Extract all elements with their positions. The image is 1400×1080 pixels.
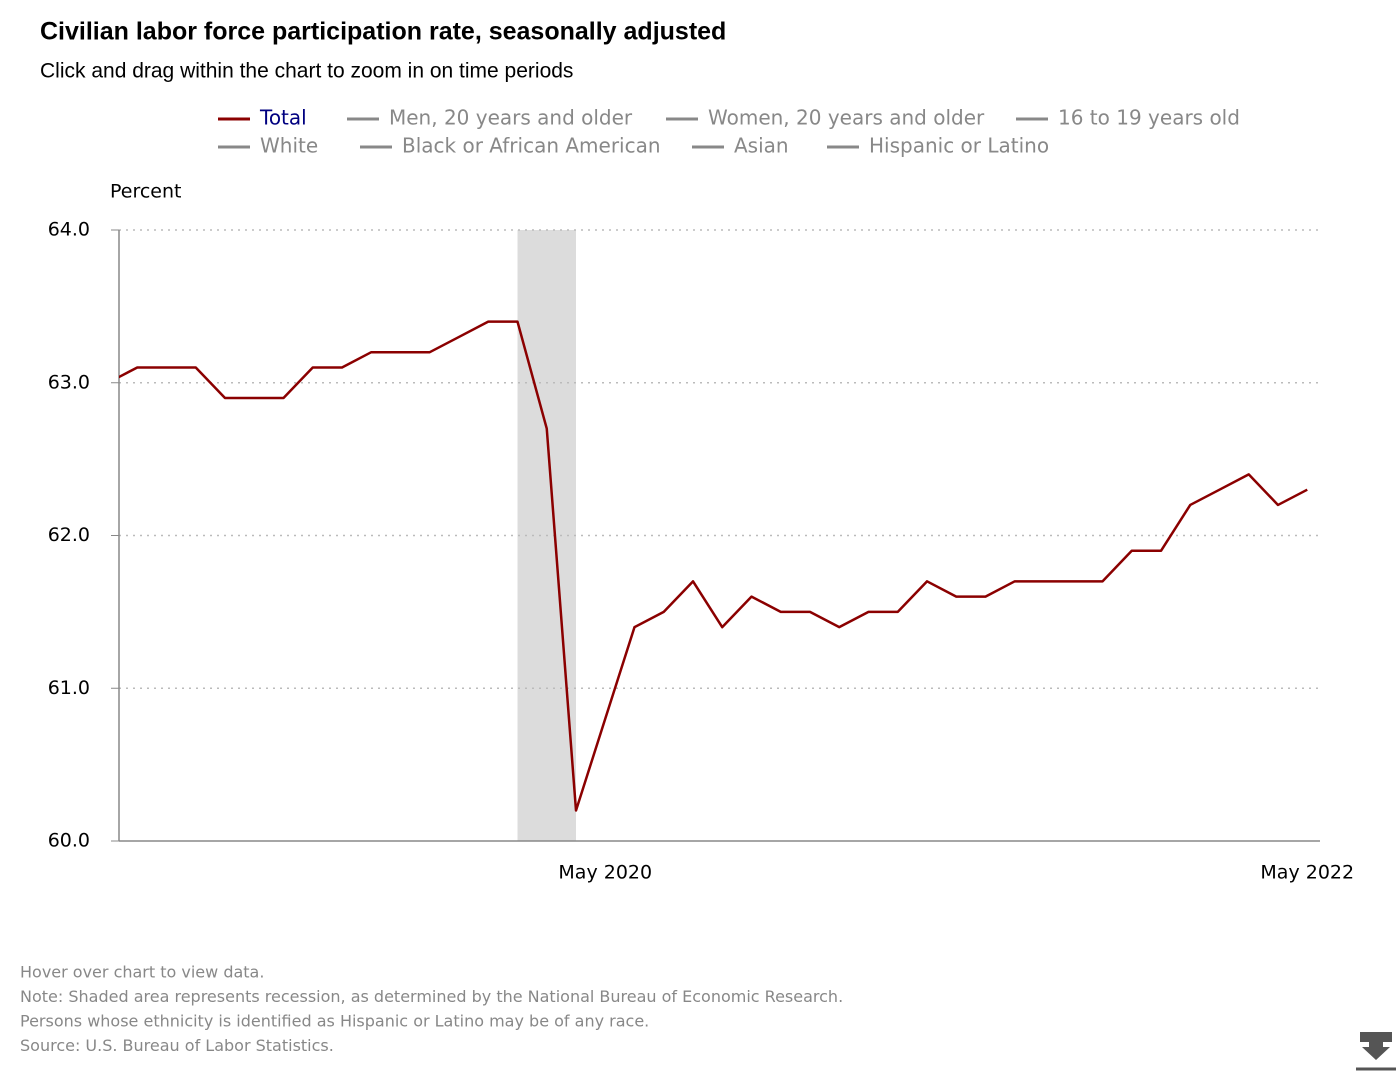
legend-label: Black or African American [402, 134, 661, 158]
legend-item[interactable]: White [218, 134, 318, 158]
y-tick-label: 61.0 [48, 677, 90, 699]
legend: Total Men, 20 years and older Women, 20 ye… [218, 106, 1240, 158]
legend-item[interactable]: 16 to 19 years old [1016, 106, 1240, 130]
legend-label: White [260, 134, 318, 158]
legend-item[interactable]: Total [218, 106, 307, 130]
note: Source: U.S. Bureau of Labor Statistics. [20, 1036, 334, 1055]
notes: Hover over chart to view data. Note: Shad… [20, 963, 843, 1056]
y-tick-label: 64.0 [48, 219, 90, 241]
y-tick-label: 60.0 [48, 830, 90, 852]
legend-item[interactable]: Asian [692, 134, 789, 158]
x-tick-label: May 2020 [558, 862, 652, 884]
legend-item[interactable]: Men, 20 years and older [347, 106, 633, 130]
note: Note: Shaded area represents recession, … [20, 987, 843, 1006]
legend-label: Asian [734, 134, 789, 158]
y-tick-label: 63.0 [48, 371, 90, 393]
download-icon[interactable] [1356, 1032, 1396, 1071]
legend-label: 16 to 19 years old [1058, 106, 1240, 130]
note: Hover over chart to view data. [20, 963, 264, 982]
note: Persons whose ethnicity is identified as… [20, 1012, 649, 1031]
data-line [119, 320, 1308, 812]
chart-subtitle: Click and drag within the chart to zoom … [40, 60, 573, 83]
legend-item[interactable]: Black or African American [360, 134, 661, 158]
chart-title: Civilian labor force participation rate,… [40, 18, 726, 46]
x-tick-label: May 2022 [1260, 862, 1354, 884]
y-axis-label: Percent [110, 181, 182, 203]
y-tick-label: 62.0 [48, 524, 90, 546]
legend-label: Women, 20 years and older [708, 106, 985, 130]
legend-label: Men, 20 years and older [389, 106, 633, 130]
legend-item[interactable]: Hispanic or Latino [827, 134, 1049, 158]
legend-label: Hispanic or Latino [869, 134, 1049, 158]
legend-label: Total [259, 106, 307, 130]
legend-item[interactable]: Women, 20 years and older [666, 106, 985, 130]
